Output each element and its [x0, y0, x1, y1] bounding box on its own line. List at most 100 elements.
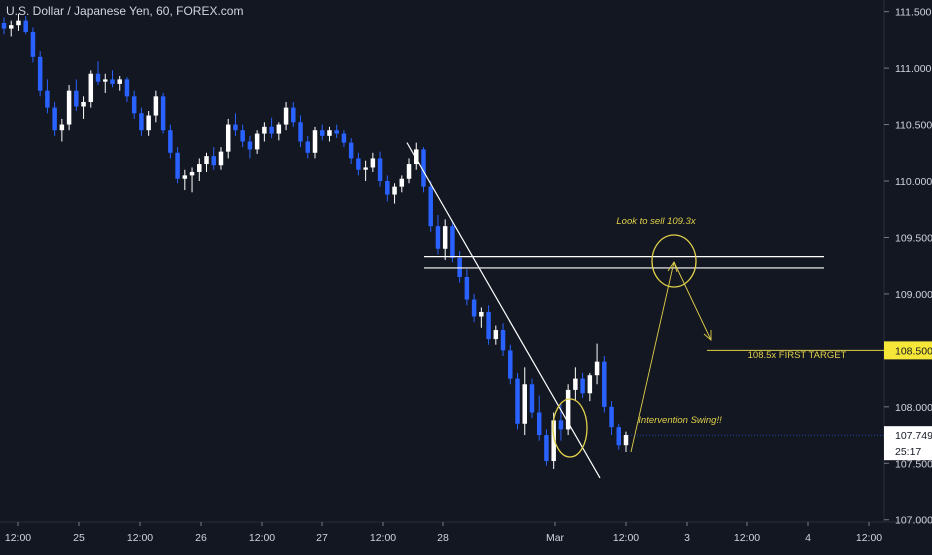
candle-body — [616, 427, 622, 446]
candle-body — [197, 164, 202, 172]
projection-down-line — [673, 261, 712, 341]
candle-body — [189, 171, 195, 176]
candle-body — [182, 175, 188, 179]
candle-body — [479, 311, 484, 317]
candle-body — [30, 31, 36, 57]
x-tick-label: 27 — [316, 532, 328, 544]
candle-body — [471, 299, 477, 317]
candle-body — [414, 149, 419, 165]
y-tick-label: 111.000 — [895, 63, 932, 75]
candle-body — [334, 130, 339, 134]
candle-body — [146, 115, 151, 131]
candle-body — [291, 107, 296, 123]
candle-body — [385, 181, 390, 195]
x-tick-label: 12:00 — [127, 532, 153, 544]
candle-body — [565, 389, 571, 430]
y-tick-label: 109.500 — [895, 232, 932, 244]
x-tick-label: 3 — [684, 532, 690, 544]
candle-body — [522, 384, 527, 424]
candle-body — [500, 330, 506, 351]
candle-body — [276, 124, 282, 134]
swing-annotation: Intervention Swing!! — [638, 415, 722, 426]
candle-body — [66, 90, 72, 125]
candle-body — [8, 25, 14, 29]
candle-body — [558, 420, 564, 430]
y-tick-label: 108.000 — [895, 402, 932, 414]
y-tick-label: 110.000 — [895, 176, 932, 188]
x-tick-label: 12:00 — [249, 532, 275, 544]
x-tick-label: 12:00 — [370, 532, 396, 544]
candle-body — [428, 186, 433, 227]
candle-body — [45, 90, 50, 108]
candle-body — [435, 226, 441, 249]
candle-body — [269, 126, 274, 134]
y-tick-label: 107.000 — [895, 515, 932, 527]
candle-body — [623, 435, 629, 446]
candle-body — [602, 361, 607, 407]
candle-body — [442, 226, 448, 249]
x-tick-label: 28 — [437, 532, 449, 544]
candle-body — [327, 130, 332, 136]
candle-body — [356, 158, 361, 170]
x-tick-label: Mar — [546, 532, 565, 544]
candle-body — [233, 124, 238, 131]
candle-body — [247, 141, 253, 150]
candle-body — [529, 384, 535, 413]
candle-body — [103, 79, 108, 82]
candle-body — [37, 56, 43, 91]
candle-body — [450, 226, 455, 258]
candle-body — [110, 79, 115, 84]
chart-title: U.S. Dollar / Japanese Yen, 60, FOREX.co… — [6, 4, 244, 18]
candle-body — [168, 130, 173, 153]
x-tick-label: 12:00 — [856, 532, 882, 544]
candle-body — [551, 420, 556, 462]
trendline — [406, 142, 601, 479]
candle-body — [363, 167, 368, 170]
candle-body — [160, 96, 166, 131]
candle-body — [95, 73, 101, 82]
x-tick-label: 4 — [805, 532, 811, 544]
candle-body — [204, 156, 209, 165]
swing-circle — [552, 398, 588, 458]
x-tick-label: 25 — [73, 532, 85, 544]
candle-body — [139, 113, 144, 131]
candle-body — [16, 20, 21, 26]
candle-body — [377, 158, 383, 182]
candle-body — [59, 124, 65, 131]
sell-annotation: Look to sell 109.3x — [616, 216, 696, 227]
candle-body — [131, 96, 137, 114]
candle-body — [580, 378, 585, 394]
candle-body — [117, 79, 122, 84]
candle-body — [52, 107, 57, 131]
y-tick-label: 111.500 — [895, 7, 932, 19]
candle-body — [240, 130, 245, 142]
candle-body — [406, 164, 412, 179]
candle-body — [81, 101, 86, 107]
candle-body — [421, 149, 426, 187]
candle-body — [23, 20, 28, 32]
target-price-badge — [884, 341, 932, 360]
candle-body — [218, 151, 224, 166]
candle-body — [1, 22, 7, 29]
candle-body — [544, 435, 549, 462]
projection-up-line — [630, 261, 675, 453]
candle-body — [609, 406, 614, 428]
candle-body — [399, 178, 405, 187]
sell-zone-circle — [651, 234, 697, 288]
candle-body — [319, 130, 325, 136]
y-tick-label: 107.500 — [895, 458, 932, 470]
candle-body — [594, 361, 600, 376]
current-price-badge — [884, 426, 932, 461]
candle-body — [464, 276, 470, 300]
candle-body — [508, 350, 513, 379]
candle-body — [225, 124, 231, 152]
candle-body — [74, 90, 79, 107]
current-price-label: 107.749 — [895, 430, 932, 442]
candle-body — [515, 378, 520, 424]
candle-body — [341, 133, 347, 143]
candle-body — [536, 412, 542, 436]
y-tick-label: 109.000 — [895, 289, 932, 301]
y-tick-label: 110.500 — [895, 120, 932, 132]
